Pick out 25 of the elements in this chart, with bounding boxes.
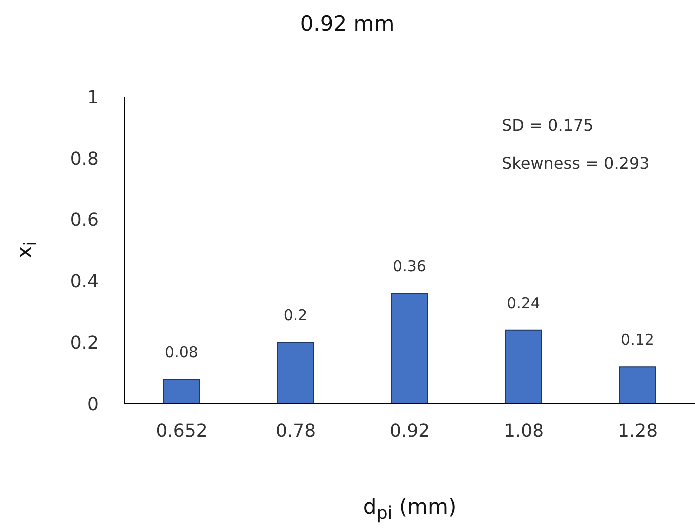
y-tick-label: 0.6	[70, 210, 99, 232]
x-tick-label: 1.28	[618, 420, 658, 442]
annotation: SD = 0.175	[502, 116, 594, 135]
data-label: 0.24	[507, 294, 540, 312]
annotation: Skewness = 0.293	[502, 154, 650, 173]
bar	[163, 378, 200, 404]
bar	[505, 330, 542, 404]
bar	[277, 342, 314, 404]
x-tick-label: 0.92	[390, 420, 430, 442]
y-tick-label: 1	[88, 87, 99, 108]
x-tick-label: 0.652	[156, 420, 208, 442]
y-tick-label: 0	[88, 394, 99, 416]
y-tick-label: 0.4	[70, 272, 99, 293]
data-label: 0.08	[165, 343, 198, 362]
x-tick-label: 1.08	[504, 420, 544, 442]
y-tick-label: 0.8	[70, 148, 99, 170]
data-label: 0.12	[621, 331, 654, 350]
bar	[619, 366, 656, 404]
x-tick-label: 0.78	[276, 420, 316, 442]
bar	[391, 292, 428, 404]
data-label: 0.36	[393, 257, 426, 276]
data-label: 0.2	[284, 306, 308, 325]
chart-title: 0.92 mm	[299, 12, 396, 36]
y-tick-label: 0.2	[70, 332, 99, 354]
x-axis-title: d$_{pi}$ (mm)	[362, 495, 458, 524]
